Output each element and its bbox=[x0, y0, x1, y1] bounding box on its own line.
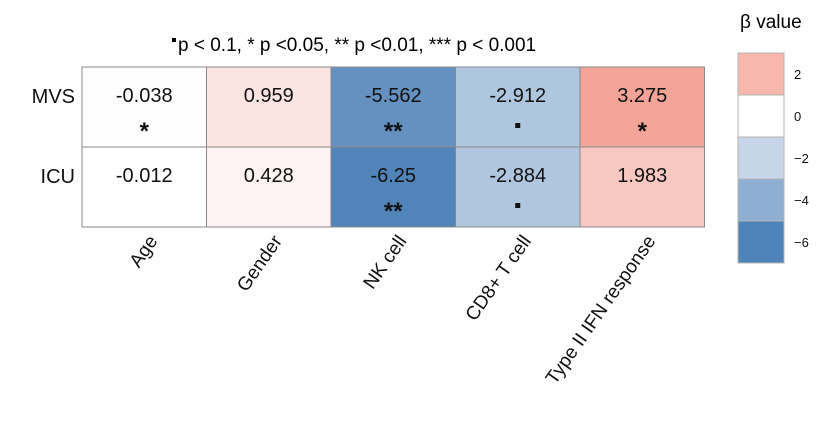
heatmap-cell bbox=[455, 66, 581, 148]
cell-value-label: -2.884 bbox=[489, 165, 546, 187]
heatmap-cell bbox=[579, 66, 705, 148]
legend-swatch bbox=[737, 178, 785, 222]
column-label: NK cell bbox=[360, 232, 412, 293]
heatmap-cell bbox=[206, 66, 332, 148]
legend-swatch bbox=[737, 220, 785, 264]
cell-value-label: -2.912 bbox=[489, 85, 546, 107]
significance-dot bbox=[172, 38, 176, 42]
significance-note: p < 0.1, * p <0.05, ** p <0.01, *** p < … bbox=[178, 35, 537, 56]
column-label: Gender bbox=[233, 231, 287, 296]
significance-marker bbox=[515, 203, 521, 208]
heatmap-cell bbox=[455, 146, 581, 228]
significance-marker: ** bbox=[384, 118, 403, 145]
significance-marker bbox=[515, 123, 521, 128]
heatmap-cell bbox=[330, 66, 456, 148]
legend-tick-label: −6 bbox=[794, 235, 809, 250]
significance-marker: ** bbox=[384, 198, 403, 225]
significance-marker: * bbox=[140, 118, 150, 145]
row-label: MVS bbox=[32, 86, 75, 108]
significance-marker: * bbox=[638, 118, 648, 145]
cell-value-label: -0.038 bbox=[116, 85, 173, 107]
legend-swatch bbox=[737, 52, 785, 96]
legend-title: β value bbox=[740, 12, 802, 33]
heatmap-cell bbox=[81, 66, 207, 148]
cell-value-label: 1.983 bbox=[617, 165, 667, 187]
heatmap-cell bbox=[579, 146, 705, 228]
column-label: Age bbox=[126, 232, 163, 272]
cell-value-label: -6.25 bbox=[370, 165, 416, 187]
cell-value-label: 0.959 bbox=[244, 85, 294, 107]
legend-swatch bbox=[737, 136, 785, 180]
row-label: ICU bbox=[41, 166, 75, 188]
column-label: CD8+ T cell bbox=[462, 232, 536, 325]
legend-swatch bbox=[737, 94, 785, 138]
cell-value-label: -5.562 bbox=[365, 85, 422, 107]
cell-value-label: 0.428 bbox=[244, 165, 294, 187]
cell-value-label: -0.012 bbox=[116, 165, 173, 187]
significance-note-wrap: p < 0.1, * p <0.05, ** p <0.01, *** p < … bbox=[172, 35, 536, 57]
legend-tick-label: 0 bbox=[794, 109, 801, 124]
legend-tick-label: −4 bbox=[794, 193, 809, 208]
heatmap-cell bbox=[330, 146, 456, 228]
heatmap-cell bbox=[81, 146, 207, 228]
legend-tick-label: 2 bbox=[794, 67, 801, 82]
column-label: Type II IFN response bbox=[542, 232, 660, 389]
legend-tick-label: −2 bbox=[794, 151, 809, 166]
cell-value-label: 3.275 bbox=[617, 85, 667, 107]
heatmap-cell bbox=[206, 146, 332, 228]
